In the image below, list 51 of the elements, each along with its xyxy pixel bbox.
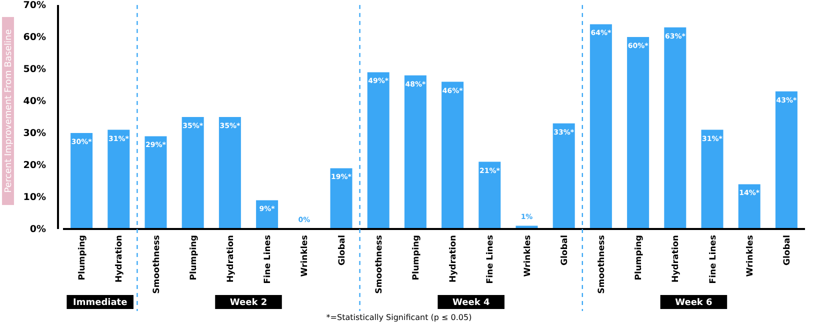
x-tick-label: Plumping: [78, 235, 88, 280]
x-tick-label: Global: [560, 234, 570, 266]
y-tick-label: 0%: [30, 224, 46, 235]
y-tick-label: 30%: [23, 128, 46, 139]
x-tick-label: Global: [782, 234, 792, 266]
x-tick-label: Smoothness: [152, 235, 162, 294]
y-tick-label: 40%: [23, 96, 46, 107]
bar: [70, 133, 93, 229]
y-tick-label: 50%: [23, 64, 46, 75]
bar: [701, 130, 724, 229]
x-tick-label: Hydration: [671, 235, 682, 283]
x-tick-label: Global: [337, 234, 348, 266]
bar: [330, 168, 352, 229]
bar: [404, 75, 426, 229]
x-tick-label: Plumping: [188, 235, 199, 280]
bar: [108, 130, 130, 229]
bar: [367, 72, 390, 229]
bar: [590, 24, 612, 229]
x-tick-label: Wrinkles: [745, 235, 756, 277]
bar: [442, 82, 464, 229]
y-tick-label: 70%: [23, 0, 46, 11]
x-tick-label: Fine Lines: [486, 235, 496, 284]
x-tick-label: Hydration: [448, 235, 459, 283]
x-tick-label: Plumping: [634, 235, 644, 280]
bar: [627, 37, 650, 229]
y-tick-label: 20%: [23, 160, 46, 171]
x-tick-label: Smoothness: [596, 235, 607, 294]
bar: [144, 136, 167, 229]
x-tick-label: Plumping: [411, 235, 422, 280]
bar: [552, 123, 575, 229]
text: *=Statistically Significant (p ≤ 0.05): [326, 313, 472, 322]
x-tick-label: Smoothness: [374, 235, 384, 294]
bar: [218, 117, 241, 229]
bar: [738, 184, 760, 229]
y-tick-label: 60%: [23, 32, 46, 43]
x-tick-label: Hydration: [226, 235, 236, 283]
bar: [664, 27, 686, 229]
text: Week 4: [452, 298, 490, 308]
bar: [478, 162, 501, 229]
y-axis-title: Percent Improvement From Baseline: [4, 28, 14, 193]
text: Week 2: [230, 298, 268, 308]
text: Week 6: [675, 298, 712, 308]
y-tick-label: 10%: [23, 192, 46, 203]
x-tick-label: Wrinkles: [300, 235, 310, 277]
x-tick-label: Fine Lines: [263, 235, 274, 284]
bar: [775, 91, 798, 229]
x-tick-label: Wrinkles: [522, 235, 533, 277]
text: Immediate: [72, 298, 128, 308]
x-tick-label: Fine Lines: [708, 235, 718, 284]
x-tick-label: Hydration: [114, 235, 125, 283]
bar: [182, 117, 204, 229]
